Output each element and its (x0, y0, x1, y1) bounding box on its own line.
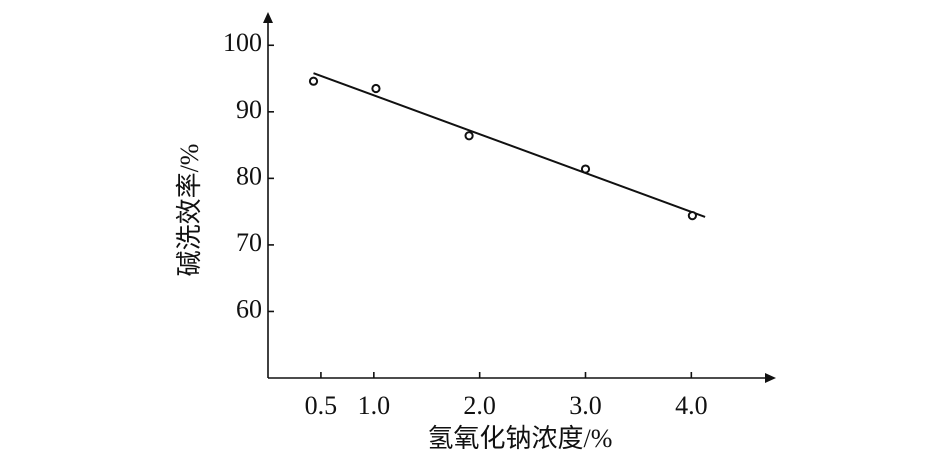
x-tick-label: 2.0 (463, 391, 496, 420)
x-tick-label: 4.0 (675, 391, 708, 420)
x-axis-label: 氢氧化钠浓度/% (428, 424, 613, 453)
data-point (580, 164, 591, 174)
data-point (308, 76, 319, 86)
x-axis-arrow (765, 373, 776, 383)
x-tick-label: 3.0 (569, 391, 602, 420)
y-axis-label: 碱洗效率/% (175, 144, 204, 277)
fit-line (313, 72, 706, 218)
y-tick-label: 80 (236, 161, 262, 190)
x-tick-label: 0.5 (305, 391, 338, 420)
y-tick-label: 90 (236, 95, 262, 124)
y-axis-arrow (263, 12, 273, 23)
x-tick-label: 1.0 (358, 391, 391, 420)
y-tick-label: 70 (236, 228, 262, 257)
data-point (464, 131, 474, 141)
data-point (371, 83, 381, 94)
data-point (687, 211, 697, 221)
y-tick-label: 100 (223, 28, 262, 57)
y-tick-label: 60 (236, 294, 262, 323)
